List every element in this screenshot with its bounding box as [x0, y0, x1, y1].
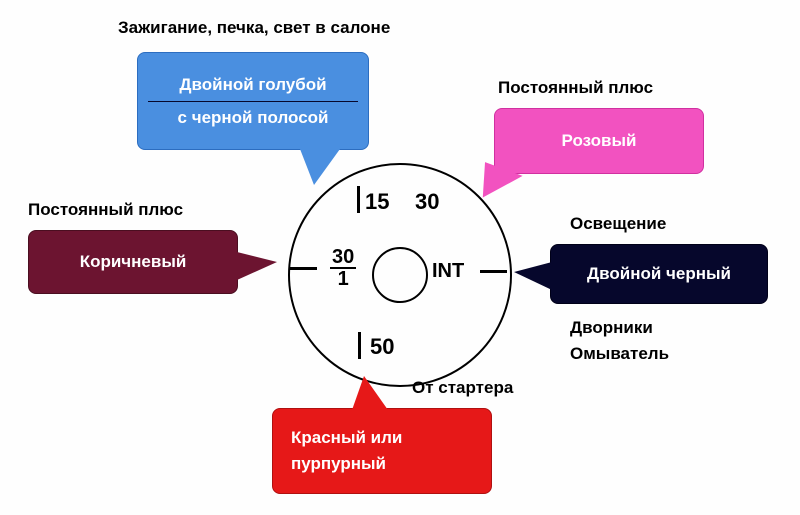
- callout-blue: Двойной голубой с черной полосой: [137, 52, 369, 150]
- callout-pink-line1: Розовый: [505, 131, 693, 151]
- pin-30: 30: [415, 189, 439, 215]
- pin-tick: [290, 267, 317, 270]
- callout-red-line2: пурпурный: [291, 454, 481, 474]
- label-topright: Постоянный плюс: [498, 78, 653, 98]
- pin-30-1-bot: 1: [336, 269, 351, 289]
- label-right: Освещение: [570, 214, 666, 234]
- pin-tick: [357, 186, 360, 213]
- callout-blue-line2: с черной полосой: [148, 108, 358, 128]
- pin-30-1: 30 1: [330, 246, 356, 289]
- callout-blue-line1: Двойной голубой: [148, 75, 358, 95]
- callout-red: Красный или пурпурный: [272, 408, 492, 494]
- callout-brown-tail: [237, 252, 277, 280]
- pin-30-1-top: 30: [330, 247, 356, 269]
- pin-tick: [358, 332, 361, 359]
- callout-black-line1: Двойной черный: [561, 264, 757, 284]
- callout-pink: Розовый: [494, 108, 704, 174]
- label-right-sub1: Дворники: [570, 318, 653, 338]
- diagram-canvas: Зажигание, печка, свет в салоне Постоянн…: [0, 0, 800, 515]
- label-left: Постоянный плюс: [28, 200, 183, 220]
- callout-red-line1: Красный или: [291, 428, 481, 448]
- pin-50: 50: [370, 334, 394, 360]
- callout-blue-tail: [300, 149, 340, 185]
- callout-red-tail: [352, 376, 388, 410]
- callout-brown-line1: Коричневый: [39, 252, 227, 272]
- pin-15: 15: [365, 189, 389, 215]
- label-top: Зажигание, печка, свет в салоне: [118, 18, 390, 38]
- callout-brown: Коричневый: [28, 230, 238, 294]
- pin-tick: [480, 270, 507, 273]
- callout-black: Двойной черный: [550, 244, 768, 304]
- callout-black-tail: [514, 262, 552, 290]
- connector-circle-inner: [372, 247, 428, 303]
- pin-int: INT: [432, 260, 464, 283]
- label-right-sub2: Омыватель: [570, 344, 669, 364]
